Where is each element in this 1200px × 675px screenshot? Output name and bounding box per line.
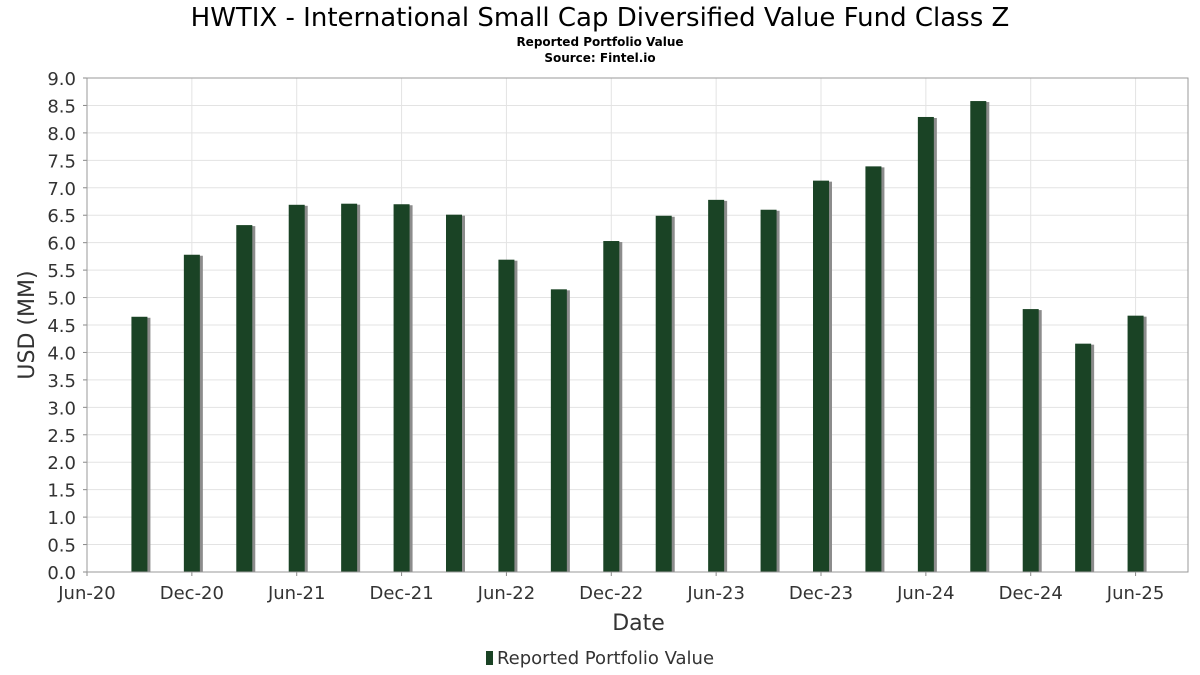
y-tick-label: 6.5 [47, 206, 76, 227]
chart-title: HWTIX - International Small Cap Diversif… [190, 3, 1010, 33]
x-tick-label: Jun-23 [686, 583, 745, 604]
bar [708, 199, 725, 572]
bar [288, 204, 305, 572]
legend: Reported Portfolio Value [0, 647, 1200, 671]
bar [917, 116, 934, 573]
bar [865, 166, 882, 573]
x-tick-label: Dec-20 [160, 583, 224, 604]
x-tick-label: Dec-24 [999, 583, 1063, 604]
bar [550, 289, 567, 572]
bar [760, 209, 777, 572]
bar [813, 180, 829, 573]
bar [655, 215, 672, 572]
y-tick-label: 8.5 [47, 96, 76, 117]
legend-label: Reported Portfolio Value [496, 648, 715, 669]
y-tick-label: 0.0 [47, 563, 76, 584]
x-tick-label: Jun-25 [1106, 583, 1165, 604]
x-tick-label: Dec-23 [789, 583, 853, 604]
x-tick-label: Jun-20 [57, 583, 116, 604]
bar [236, 225, 253, 572]
bar [131, 316, 148, 572]
bar [970, 101, 987, 572]
y-tick-label: 8.0 [47, 124, 76, 145]
y-tick-label: 3.5 [47, 371, 76, 392]
y-tick-label: 1.0 [47, 508, 76, 529]
y-tick-label: 6.0 [47, 234, 76, 255]
x-tick-label: Dec-22 [579, 583, 643, 604]
bar [393, 204, 410, 572]
bar [183, 254, 200, 572]
y-tick-label: 7.0 [47, 179, 76, 200]
legend-swatch [485, 651, 493, 665]
bar [603, 241, 620, 572]
y-tick-label: 7.5 [47, 151, 76, 172]
bar [1075, 343, 1092, 572]
y-tick-label: 2.0 [47, 453, 76, 474]
y-tick-label: 4.5 [47, 316, 76, 337]
y-tick-label: 4.0 [47, 343, 76, 364]
bar [498, 259, 515, 572]
y-tick-label: 5.0 [47, 289, 76, 310]
y-tick-label: 0.5 [47, 536, 76, 557]
y-tick-label: 5.5 [47, 261, 76, 282]
x-tick-label: Dec-21 [369, 583, 433, 604]
x-axis-title: Date [612, 611, 665, 636]
x-tick-label: Jun-21 [267, 583, 326, 604]
y-axis-title: USD (MM) [15, 270, 40, 379]
y-tick-label: 3.0 [47, 398, 76, 419]
y-tick-label: 9.0 [47, 69, 76, 90]
chart-source: Source: Fintel.io [544, 51, 656, 65]
x-tick-label: Jun-24 [896, 583, 955, 604]
bar [446, 214, 462, 572]
chart-subtitle: Reported Portfolio Value [516, 35, 684, 49]
bar [341, 203, 358, 572]
x-tick-label: Jun-22 [477, 583, 536, 604]
bar [1022, 309, 1039, 572]
plot-border [86, 77, 1189, 573]
bar [1127, 315, 1144, 572]
y-tick-label: 1.5 [47, 481, 76, 502]
y-tick-label: 2.5 [47, 426, 76, 447]
